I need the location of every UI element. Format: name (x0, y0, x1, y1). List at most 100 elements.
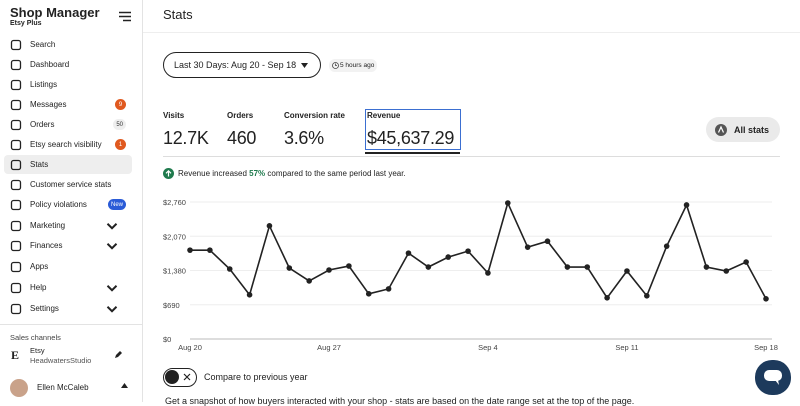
metric-label[interactable]: Visits (163, 111, 185, 120)
nav-item[interactable]: Etsy search visibility 1 (10, 135, 132, 154)
x-tick-label: Sep 4 (478, 343, 498, 352)
up-icon (163, 168, 174, 179)
nav-label: Finances (30, 241, 63, 250)
point (207, 247, 213, 253)
x-tick-label: Sep 18 (754, 343, 778, 352)
nav-item[interactable]: Settings (10, 299, 132, 318)
nav-item[interactable]: Stats (4, 155, 132, 174)
point (683, 202, 690, 208)
nav-item[interactable]: Dashboard (10, 55, 132, 74)
compare-toggle[interactable] (163, 368, 197, 387)
point (425, 264, 432, 270)
nav-icon (10, 261, 22, 272)
page-title: Stats (163, 7, 193, 22)
nav-icon (10, 79, 22, 90)
updated-time: 5 hours ago (340, 62, 375, 69)
nav-item[interactable]: Marketing (10, 216, 132, 235)
point (405, 250, 412, 256)
nav-item[interactable]: Messages 9 (10, 95, 132, 114)
nav-item[interactable]: Finances (10, 236, 132, 255)
metric-label[interactable]: Conversion rate (284, 111, 345, 120)
plan: Etsy Plus (10, 20, 42, 27)
insight: Revenue increased 57% compared to the sa… (163, 168, 406, 179)
nav-label: Settings (30, 304, 59, 313)
point (326, 267, 332, 273)
chevron (106, 305, 118, 313)
all-stats-button[interactable]: All stats (706, 117, 780, 142)
point (644, 293, 650, 299)
channel[interactable]: Etsy (30, 346, 45, 355)
metric-value: $45,637.29 (367, 128, 455, 148)
x-tick-label: Aug 27 (317, 343, 341, 352)
avatar (10, 379, 28, 397)
nav-icon (10, 39, 22, 50)
y-tick-label: $690 (163, 301, 180, 310)
metrics-divider (163, 156, 780, 157)
nav-label: Orders (30, 120, 55, 129)
nav-item[interactable]: Customer service stats (10, 175, 132, 194)
chat-button[interactable] (755, 360, 791, 395)
point (187, 247, 193, 253)
date-range: Last 30 Days: Aug 20 - Sep 18 (174, 60, 297, 70)
shop-name: HeadwatersStudio (30, 356, 92, 365)
point (604, 295, 610, 301)
nav-item[interactable]: Apps (10, 257, 132, 276)
nav-item[interactable]: Orders 50 (10, 115, 132, 134)
updated-chip: 5 hours ago (329, 59, 378, 72)
header-divider (143, 32, 800, 33)
point (663, 243, 670, 249)
nav-icon (10, 282, 22, 293)
point (703, 264, 710, 270)
date-range-button[interactable]: Last 30 Days: Aug 20 - Sep 18 (163, 52, 321, 78)
nav-item[interactable]: Help (10, 278, 132, 297)
nav-label: Dashboard (30, 60, 70, 69)
compare-label: Compare to previous year (204, 372, 308, 382)
user-menu-caret[interactable] (121, 383, 128, 389)
nav-label: Marketing (30, 221, 66, 230)
point (544, 238, 551, 245)
selected-underline (365, 152, 460, 154)
point (564, 264, 571, 270)
sidebar: Shop Manager Etsy Plus Search Dashboard Li… (0, 0, 143, 402)
app-title: Shop Manager (10, 5, 100, 20)
nav-icon (10, 199, 22, 210)
nav-label: Policy violations (30, 200, 87, 209)
nav-item[interactable]: Policy violations New (10, 195, 132, 214)
y-tick-label: $0 (163, 335, 171, 344)
menu-button[interactable] (119, 11, 131, 22)
y-tick-label: $2,070 (163, 232, 186, 241)
insight-change: 57% (249, 169, 266, 178)
nav-icon (10, 240, 22, 251)
nav-label: Customer service stats (30, 180, 112, 189)
point (465, 248, 471, 254)
point (365, 291, 372, 297)
metric-value: 12.7K (163, 128, 209, 148)
nav-label: Etsy search visibility (30, 140, 102, 149)
nav-item[interactable]: Search (10, 35, 132, 54)
metric-label[interactable]: Revenue (367, 111, 401, 120)
user-name[interactable]: Ellen McCaleb (37, 383, 89, 392)
selected-metric-box (365, 109, 461, 150)
nav-label: Help (30, 283, 47, 292)
point (584, 264, 591, 270)
point (624, 268, 630, 274)
nav-item[interactable]: Listings (10, 75, 132, 94)
nav-icon (10, 139, 22, 150)
nav-label: Stats (30, 160, 49, 169)
point (763, 295, 769, 302)
stats-icon (715, 123, 727, 136)
point (306, 278, 312, 284)
point (246, 292, 253, 298)
nav-badge: 1 (115, 139, 126, 150)
clock-icon (332, 62, 339, 69)
edit-icon[interactable] (114, 350, 123, 359)
x-tick-label: Sep 11 (615, 343, 638, 352)
metric-label[interactable]: Orders (227, 111, 254, 120)
insight-text: Revenue increased (178, 169, 250, 178)
nav-badge: 9 (115, 99, 126, 110)
toggle-x (183, 373, 191, 381)
nav-badge: New (107, 199, 126, 210)
divider (0, 324, 142, 325)
chevron (106, 242, 118, 250)
point (504, 200, 511, 206)
